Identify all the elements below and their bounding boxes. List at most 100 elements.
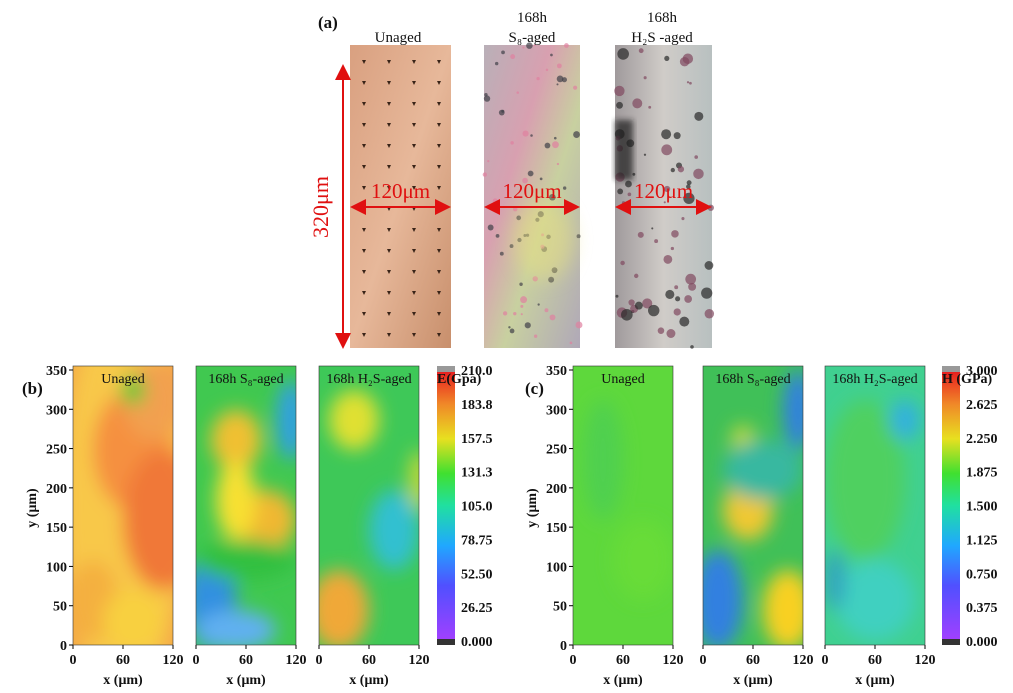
spot — [686, 180, 692, 186]
spot — [549, 314, 556, 321]
y-tick-label: 200 — [546, 482, 567, 497]
colorbar-title: H (GPa) — [942, 372, 992, 387]
indent — [387, 144, 391, 148]
spot — [665, 289, 675, 299]
tint — [514, 200, 574, 280]
spot — [637, 231, 644, 238]
spot — [621, 308, 633, 321]
spot — [666, 329, 676, 338]
indent — [437, 249, 441, 253]
spot — [686, 184, 691, 189]
indent — [362, 60, 366, 64]
indent — [387, 333, 391, 337]
panel-label: (a) — [318, 13, 338, 32]
colorbar-tick-label: 0.750 — [966, 567, 998, 582]
colorbar-tick-label: 3.000 — [966, 364, 998, 379]
contour-region — [613, 520, 673, 600]
panel-label: (c) — [525, 379, 544, 398]
micrograph — [484, 45, 580, 348]
spot — [533, 43, 536, 47]
width-label: 120μm — [371, 179, 430, 203]
spot — [615, 294, 619, 298]
spot — [694, 111, 704, 121]
contour-map — [825, 366, 925, 645]
y-axis-label: y (μm) — [25, 488, 40, 528]
spot — [484, 93, 488, 97]
contour-region — [409, 450, 419, 510]
spot — [526, 42, 533, 49]
indent — [387, 81, 391, 85]
spot — [670, 246, 675, 251]
spot — [628, 299, 635, 306]
spot — [679, 56, 690, 67]
indent — [437, 60, 441, 64]
x-tick-label: 0 — [570, 653, 577, 668]
height-label: 320μm — [308, 176, 333, 238]
indent — [387, 228, 391, 232]
spot — [544, 308, 549, 313]
spot — [673, 132, 681, 140]
spot — [513, 311, 517, 316]
map-title: 168h S₈-aged — [208, 372, 283, 387]
indent — [412, 102, 416, 106]
x-tick-label: 120 — [915, 653, 936, 668]
indent — [387, 165, 391, 169]
indent — [437, 81, 441, 85]
spot — [510, 141, 514, 145]
spot — [527, 170, 534, 177]
x-tick-label: 60 — [616, 653, 630, 668]
spot — [549, 193, 556, 201]
x-axis-label: x (μm) — [349, 673, 389, 688]
x-axis-label: x (μm) — [855, 673, 895, 688]
indent — [437, 291, 441, 295]
colorbar — [942, 372, 960, 639]
colorbar-tick-label: 78.75 — [461, 533, 493, 548]
micrograph-texture — [614, 48, 715, 349]
y-tick-label: 250 — [46, 443, 67, 458]
colorbar-bottom — [942, 639, 960, 645]
y-tick-label: 300 — [46, 403, 67, 418]
indent — [412, 165, 416, 169]
indent — [387, 312, 391, 316]
indent — [387, 123, 391, 127]
spot — [509, 244, 514, 249]
indent — [387, 249, 391, 253]
indent — [437, 123, 441, 127]
indent — [412, 228, 416, 232]
colorbar-tick-label: 0.000 — [966, 635, 998, 650]
colorbar-tick-label: 0.000 — [461, 635, 493, 650]
spot — [495, 234, 500, 238]
spot — [638, 48, 644, 54]
contour-region — [763, 570, 803, 645]
x-axis-label: x (μm) — [103, 673, 143, 688]
spot — [684, 295, 693, 303]
spot — [494, 61, 499, 66]
indent — [412, 312, 416, 316]
indent — [362, 270, 366, 274]
spot — [685, 273, 697, 285]
y-tick-label: 150 — [46, 521, 67, 536]
colorbar-title: E(Gpa) — [437, 372, 482, 387]
spot — [510, 54, 516, 60]
spot — [550, 53, 553, 57]
spot — [502, 311, 508, 316]
micrograph-texture — [362, 60, 441, 337]
contour-map — [73, 366, 173, 645]
spot — [545, 68, 549, 72]
indent — [362, 333, 366, 337]
indent — [437, 228, 441, 232]
colorbar-tick-label: 1.125 — [966, 533, 998, 548]
map-blobs — [319, 390, 419, 645]
indent — [412, 270, 416, 274]
spot — [575, 321, 583, 329]
map-bg — [573, 366, 673, 645]
colorbar-tick-label: 1.875 — [966, 466, 998, 481]
spot — [661, 144, 673, 156]
spot — [522, 46, 525, 49]
map-title: Unaged — [601, 372, 645, 387]
x-tick-label: 0 — [316, 653, 323, 668]
indent — [412, 249, 416, 253]
spot — [621, 201, 626, 205]
spot — [648, 304, 660, 317]
